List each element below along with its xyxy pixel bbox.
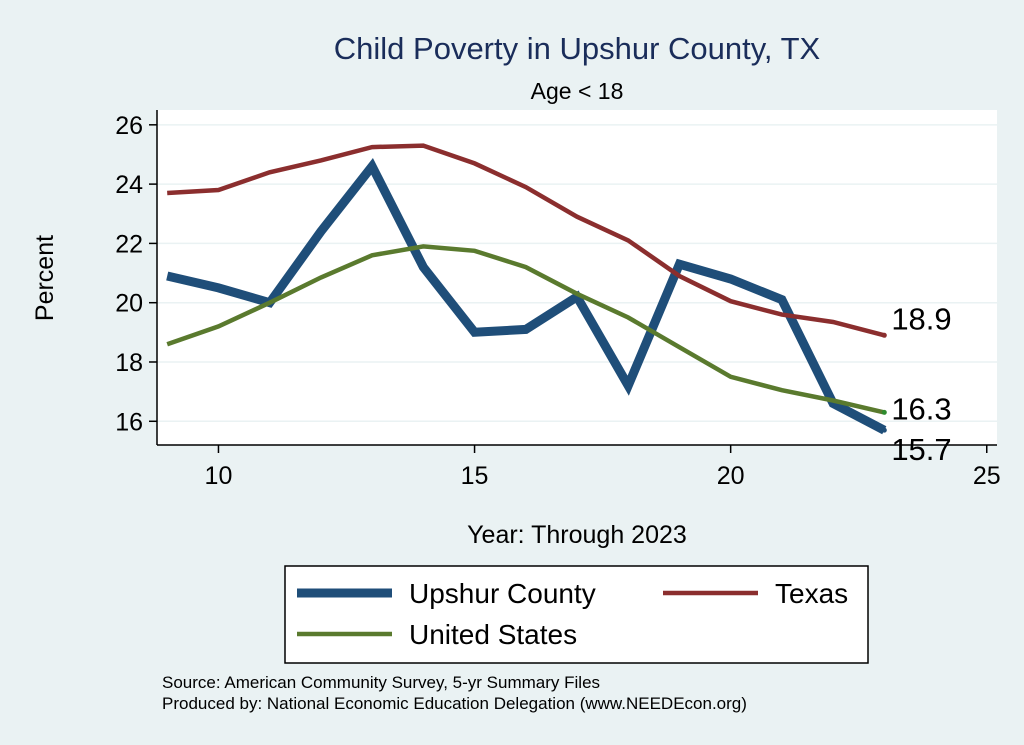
legend-label: United States (409, 619, 577, 650)
y-axis-label: Percent (31, 235, 59, 321)
y-tick-label: 20 (115, 290, 143, 318)
end-value-label: 16.3 (891, 391, 951, 426)
chart-title: Child Poverty in Upshur County, TX (334, 31, 821, 66)
legend-box (284, 565, 869, 664)
produced-note: Produced by: National Economic Education… (162, 694, 747, 713)
series-end-marker (881, 427, 887, 433)
series-line-texas (167, 143, 885, 338)
legend-label: Upshur County (409, 578, 596, 609)
y-tick-label: 22 (115, 230, 143, 258)
source-note: Source: American Community Survey, 5-yr … (162, 673, 600, 692)
x-tick-label: 20 (717, 462, 745, 490)
y-tick-label: 26 (115, 112, 143, 140)
chart-subtitle: Age < 18 (531, 78, 624, 104)
series-end-marker (881, 409, 887, 415)
x-tick-label: 25 (973, 462, 1001, 490)
y-tick-label: 16 (115, 408, 143, 436)
end-value-label: 15.7 (891, 432, 951, 467)
series-line-united-states (166, 244, 885, 415)
series-end-marker (881, 332, 887, 338)
x-axis-label: Year: Through 2023 (467, 521, 687, 549)
y-tick-label: 24 (115, 171, 143, 199)
series-line-upshur-county (166, 157, 887, 435)
end-value-label: 18.9 (891, 301, 951, 336)
legend: Upshur County Texas United States (284, 565, 869, 664)
legend-label: Texas (775, 578, 848, 609)
x-tick-label: 10 (205, 462, 233, 490)
x-tick-label: 15 (461, 462, 489, 490)
y-tick-label: 18 (115, 349, 143, 377)
